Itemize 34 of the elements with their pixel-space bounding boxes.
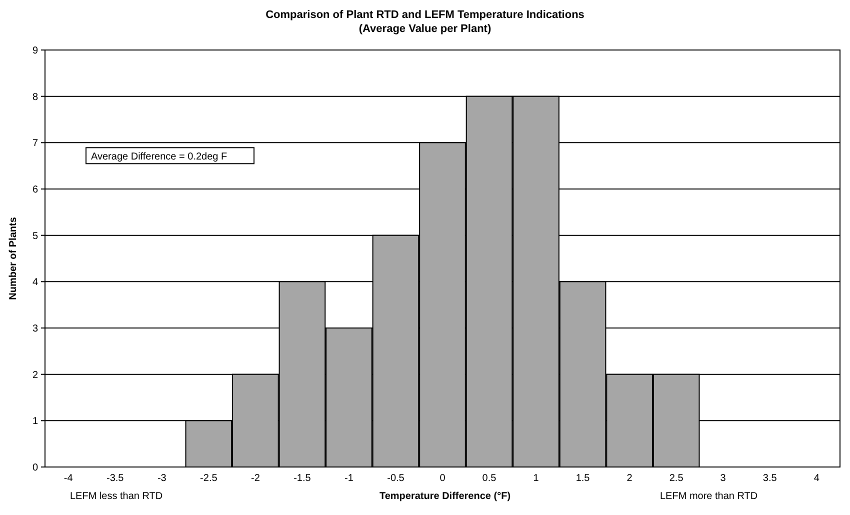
x-tick-label: 0 xyxy=(440,473,446,484)
x-tick-label: -3 xyxy=(157,473,167,484)
x-tick-label: -1.5 xyxy=(294,473,312,484)
x-tick-label: 0.5 xyxy=(482,473,497,484)
text: LEFM less than RTD xyxy=(70,491,163,502)
y-tick-label: 5 xyxy=(32,230,38,242)
y-tick-label: 2 xyxy=(32,370,38,381)
x-tick-label: -0.5 xyxy=(387,473,405,484)
x-tick-label: 1 xyxy=(533,473,540,484)
x-tick-label: 4 xyxy=(814,473,820,484)
y-tick-label: 8 xyxy=(32,92,38,103)
x-tick-label: 2.5 xyxy=(669,473,684,484)
y-tick-label: 3 xyxy=(32,324,38,334)
x-axis-title: Temperature Difference (°F) xyxy=(379,491,511,502)
y-tick-label: 7 xyxy=(32,138,38,150)
x-tick-label: 2 xyxy=(626,473,633,484)
y-tick-label: 9 xyxy=(32,46,38,56)
annotation: Average Difference = 0.2deg F xyxy=(91,152,228,163)
x-tick-label: 1.5 xyxy=(576,473,590,484)
y-tick-label: 1 xyxy=(32,416,38,428)
y-tick-label: 0 xyxy=(32,462,38,474)
x-tick-label: -4 xyxy=(64,473,74,484)
y-tick-label: 4 xyxy=(32,277,38,288)
x-tick-label: 3.5 xyxy=(762,473,778,484)
x-tick-label: -2.5 xyxy=(200,473,218,484)
x-tick-label: -1 xyxy=(344,473,354,484)
y-axis-title: Number of Plants xyxy=(8,216,19,300)
y-tick-label: 6 xyxy=(32,184,38,196)
chart-title: Comparison of Plant RTD and LEFM Temperature Indications xyxy=(266,9,584,21)
text: LEFM more than RTD xyxy=(660,491,758,502)
chart-subtitle: (Average Value per Plant) xyxy=(358,23,492,35)
x-tick-label: -2 xyxy=(250,473,260,484)
x-tick-label: -3.5 xyxy=(106,473,124,484)
x-tick-label: 3 xyxy=(720,473,726,484)
